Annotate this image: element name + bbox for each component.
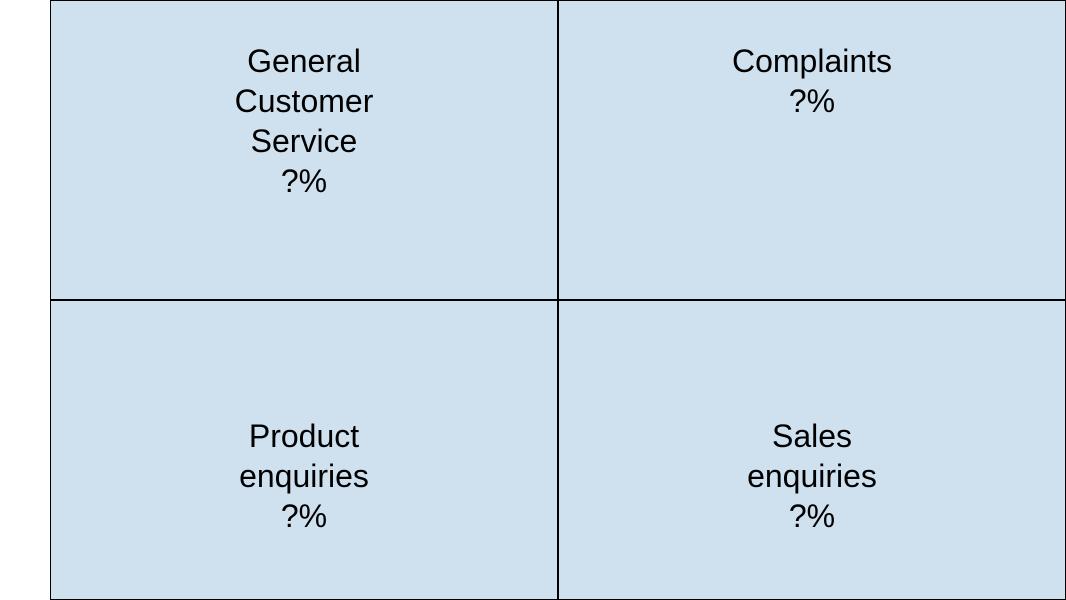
quadrant-cell-sales-enquiries: Sales enquiries ?% bbox=[558, 300, 1066, 600]
quadrant-grid: General Customer Service ?% Complaints ?… bbox=[50, 0, 1066, 600]
quadrant-cell-product-enquiries: Product enquiries ?% bbox=[50, 300, 558, 600]
quadrant-cell-complaints: Complaints ?% bbox=[558, 0, 1066, 300]
cell-value: ?% bbox=[281, 161, 327, 201]
cell-value: ?% bbox=[789, 496, 835, 536]
quadrant-cell-general-customer-service: General Customer Service ?% bbox=[50, 0, 558, 300]
cell-label: Sales enquiries bbox=[747, 416, 877, 496]
cell-label: Product enquiries bbox=[239, 416, 369, 496]
cell-value: ?% bbox=[789, 81, 835, 121]
cell-label: Complaints bbox=[732, 41, 892, 81]
cell-value: ?% bbox=[281, 496, 327, 536]
cell-label: General Customer Service bbox=[235, 41, 374, 161]
